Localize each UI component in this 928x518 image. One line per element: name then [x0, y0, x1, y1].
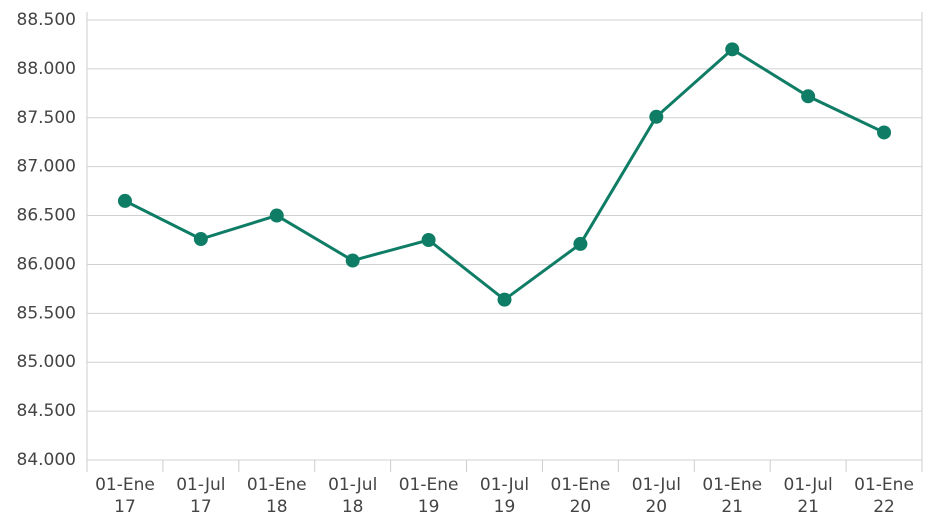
- x-tick-label: 01-Jul 20: [632, 475, 681, 517]
- y-tick-label: 86.500: [17, 206, 76, 226]
- point: [877, 125, 892, 140]
- y-tick-label: 88.500: [17, 10, 76, 30]
- point: [801, 89, 816, 104]
- x-tick-label: 01-Ene 21: [702, 475, 762, 517]
- y-tick-label: 87.500: [17, 108, 76, 128]
- point: [497, 292, 512, 307]
- x-tick-label: 01-Ene 22: [854, 475, 914, 517]
- x-tick-label: 01-Jul 21: [784, 475, 833, 517]
- x-tick-label: 01-Ene 20: [551, 475, 611, 517]
- point: [725, 42, 740, 57]
- y-tick-label: 84.500: [17, 401, 76, 421]
- point: [649, 109, 664, 124]
- point: [573, 236, 588, 251]
- y-tick-label: 86.000: [17, 254, 76, 274]
- y-tick-label: 88.000: [17, 59, 76, 79]
- x-tick-label: 01-Ene 19: [399, 475, 459, 517]
- line: [124, 47, 885, 302]
- point: [269, 208, 284, 223]
- x-tick-label: 01-Ene 18: [247, 475, 307, 517]
- x-tick-label: 01-Ene 17: [95, 475, 155, 517]
- point: [345, 253, 360, 268]
- y-tick-label: 85.000: [17, 352, 76, 372]
- point: [117, 193, 132, 208]
- x-tick-label: 01-Jul 19: [480, 475, 529, 517]
- y-tick-label: 84.000: [17, 450, 76, 470]
- y-tick-label: 87.000: [17, 157, 76, 177]
- x-tick-label: 01-Jul 18: [328, 475, 377, 517]
- point: [193, 232, 208, 247]
- x-tick-label: 01-Jul 17: [176, 475, 225, 517]
- y-tick-label: 85.500: [17, 303, 76, 323]
- point: [421, 233, 436, 247]
